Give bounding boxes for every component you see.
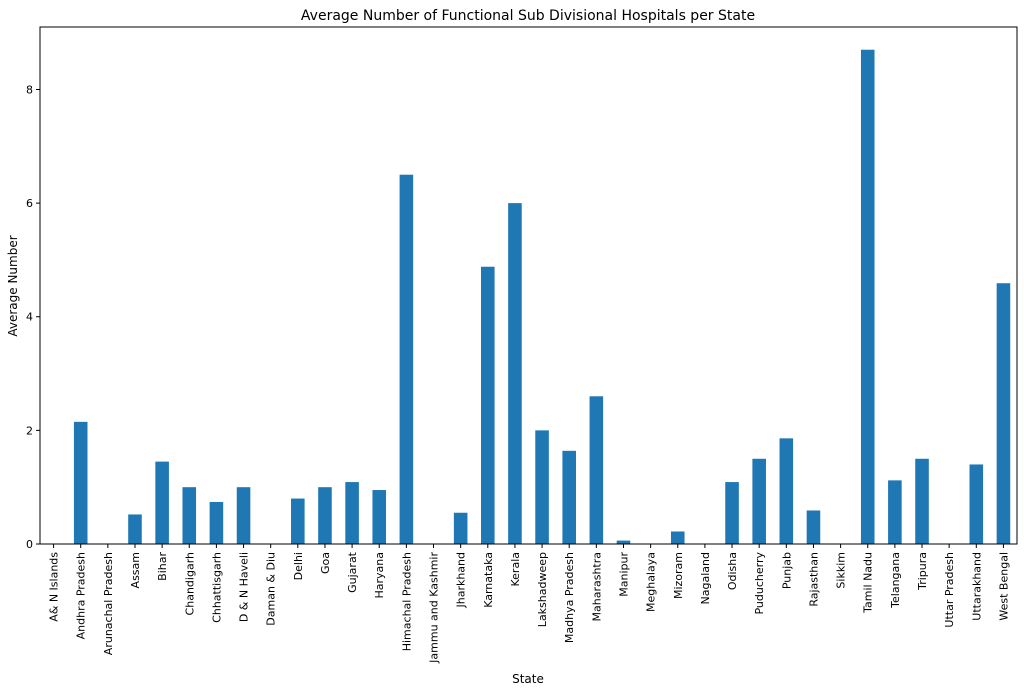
x-tick-label: A& N Islands <box>48 552 61 622</box>
y-tick-label: 0 <box>26 538 33 551</box>
x-tick-label: Himachal Pradesh <box>400 552 413 651</box>
x-tick-label: Uttar Pradesh <box>943 552 956 628</box>
x-tick-label: Gujarat <box>346 551 359 593</box>
bar-kerala <box>508 203 522 544</box>
y-tick-label: 2 <box>26 424 33 437</box>
bar-puducherry <box>752 458 766 544</box>
bar-chandigarh <box>182 487 197 544</box>
x-tick-label: Kerala <box>509 552 522 587</box>
x-tick-label: Daman & Diu <box>265 552 278 626</box>
bar-karnataka <box>481 266 495 544</box>
chart-title: Average Number of Functional Sub Divisio… <box>301 8 755 24</box>
bar-telangana <box>888 480 902 544</box>
x-tick-label: Arunachal Pradesh <box>102 552 115 655</box>
bar-west-bengal <box>996 283 1011 544</box>
x-tick-label: Nagaland <box>699 552 712 604</box>
x-tick-label: Mizoram <box>672 552 685 599</box>
bar-haryana <box>372 490 387 544</box>
x-tick-label: Madhya Pradesh <box>563 552 576 643</box>
x-tick-label: Jharkhand <box>455 552 468 609</box>
bar-jharkhand <box>453 512 468 544</box>
x-tick-label: Rajasthan <box>807 552 820 607</box>
bar-tripura <box>915 458 929 544</box>
bar-mizoram <box>670 531 685 544</box>
bar-rajasthan <box>806 510 821 544</box>
x-tick-label: Telangana <box>889 552 902 609</box>
bar-d-n-haveli <box>236 487 251 544</box>
x-tick-label: Tripura <box>916 552 929 591</box>
x-tick-label: Puducherry <box>753 552 766 615</box>
x-tick-label: Goa <box>319 552 332 574</box>
bar-himachal-pradesh <box>399 174 414 544</box>
x-axis-label: State <box>512 672 544 686</box>
x-tick-label: Bihar <box>156 552 169 581</box>
x-tick-label: Assam <box>129 552 142 588</box>
bar-bihar <box>155 461 169 544</box>
x-tick-label: Andhra Pradesh <box>75 552 88 639</box>
x-tick-label: Maharashtra <box>590 552 603 622</box>
y-tick-label: 8 <box>26 83 33 96</box>
x-tick-label: Uttarakhand <box>970 552 983 621</box>
bar-manipur <box>616 540 631 544</box>
x-tick-label: Jammu and Kashmir <box>428 552 441 664</box>
x-tick-label: Haryana <box>373 552 386 599</box>
bar-gujarat <box>345 482 359 544</box>
x-tick-label: Chandigarh <box>183 552 196 615</box>
x-tick-label: Manipur <box>617 552 630 597</box>
x-tick-label: West Bengal <box>997 552 1010 621</box>
bar-uttarakhand <box>969 464 984 544</box>
bar-lakshadweep <box>535 430 549 544</box>
x-tick-label: Karnataka <box>482 552 495 608</box>
x-tick-label: Lakshadweep <box>536 552 549 627</box>
x-tick-label: Sikkim <box>835 552 848 589</box>
y-tick-label: 4 <box>26 311 33 324</box>
bar-punjab <box>779 438 794 544</box>
bars-group <box>73 49 1011 544</box>
x-tick-label: Tamil Nadu <box>862 552 875 614</box>
y-axis-label: Average Number <box>6 235 20 336</box>
x-tick-label: D & N Haveli <box>238 552 251 622</box>
bar-maharashtra <box>589 396 604 544</box>
bar-chhattisgarh <box>209 501 224 544</box>
plot-frame <box>39 26 1018 545</box>
bar-goa <box>318 487 332 544</box>
bar-delhi <box>291 498 305 544</box>
bar-assam <box>128 514 142 544</box>
x-tick-label: Chhattisgarh <box>210 552 223 623</box>
x-axis: A& N Islands Andhra Pradesh Arunachal Prad… <box>48 544 1010 664</box>
x-tick-label: Odisha <box>726 552 739 590</box>
x-tick-label: Punjab <box>780 552 793 589</box>
bar-odisha <box>725 482 739 544</box>
bar-tamil-nadu <box>860 49 875 544</box>
x-tick-label: Meghalaya <box>645 552 658 612</box>
y-axis: 0 2 4 6 8 <box>26 83 40 551</box>
x-tick-label: Delhi <box>292 552 305 580</box>
y-tick-label: 6 <box>26 197 33 210</box>
bar-andhra-pradesh <box>73 421 88 544</box>
bar-madhya-pradesh <box>562 450 576 544</box>
